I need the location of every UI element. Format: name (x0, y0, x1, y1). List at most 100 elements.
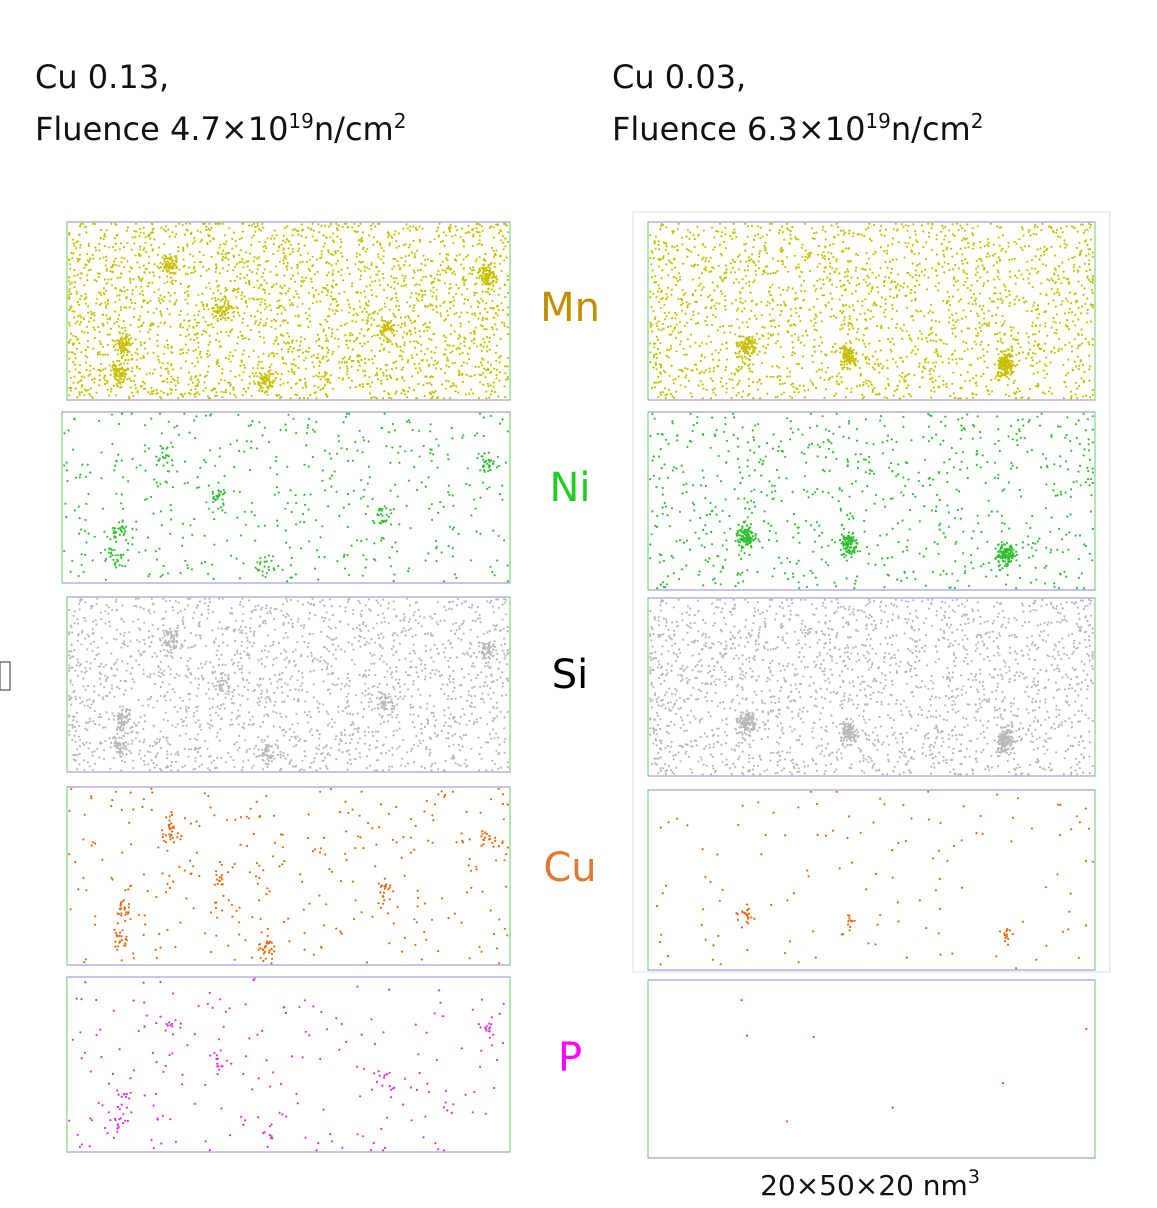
atom-dot (448, 380, 450, 382)
atom-dot (238, 374, 240, 376)
atom-dot (969, 380, 971, 382)
atom-dot (298, 316, 300, 318)
atom-dot (1086, 298, 1088, 300)
atom-dot (203, 308, 205, 310)
atom-dot (480, 298, 482, 300)
atom-dot (843, 323, 845, 325)
atom-dot (466, 311, 468, 313)
atom-dot (99, 331, 101, 333)
atom-dot (892, 338, 894, 340)
atom-dot (287, 381, 289, 383)
atom-dot (906, 295, 908, 297)
atom-dot (878, 275, 880, 277)
atom-dot (328, 226, 330, 228)
atom-dot (960, 298, 962, 300)
atom-dot (215, 315, 217, 317)
atom-dot (753, 350, 755, 352)
atom-dot (757, 233, 759, 235)
atom-dot (719, 223, 721, 225)
atom-dot (931, 332, 933, 334)
atom-dot (983, 312, 985, 314)
atom-dot (496, 369, 498, 371)
atom-dot (767, 332, 769, 334)
atom-dot (411, 354, 413, 356)
atom-dot (202, 316, 204, 318)
atom-dot (405, 255, 407, 257)
atom-dot (449, 269, 451, 271)
atom-dot (419, 335, 421, 337)
atom-dot (445, 272, 447, 274)
atom-dot (728, 325, 730, 327)
atom-dot (1003, 353, 1005, 355)
atom-dot (855, 270, 857, 272)
atom-dot (213, 310, 215, 312)
atom-dot (772, 308, 774, 310)
atom-dot (698, 285, 700, 287)
atom-dot (281, 244, 283, 246)
atom-dot (243, 349, 245, 351)
atom-dot (233, 256, 235, 258)
atom-dot (1048, 279, 1050, 281)
atom-dot (223, 391, 225, 393)
atom-dot (688, 249, 690, 251)
atom-dot (720, 235, 722, 237)
atom-dot (413, 304, 415, 306)
atom-dot (171, 389, 173, 391)
atom-dot (1037, 271, 1039, 273)
atom-dot (368, 359, 370, 361)
atom-dot (1011, 347, 1013, 349)
atom-dot (75, 357, 77, 359)
atom-dot (884, 316, 886, 318)
atom-dot (262, 288, 264, 290)
atom-dot (404, 275, 406, 277)
atom-dot (282, 383, 284, 385)
atom-dot (422, 255, 424, 257)
atom-dot (798, 336, 800, 338)
atom-dot (670, 325, 672, 327)
atom-dot (140, 279, 142, 281)
atom-dot (895, 287, 897, 289)
atom-dot (764, 245, 766, 247)
atom-dot (123, 266, 125, 268)
atom-dot (750, 300, 752, 302)
atom-dot (116, 295, 118, 297)
atom-dot (665, 226, 667, 228)
atom-dot (232, 355, 234, 357)
atom-dot (418, 293, 420, 295)
atom-dot (687, 368, 689, 370)
atom-dot (481, 225, 483, 227)
atom-dot (845, 304, 847, 306)
atom-dot (122, 381, 124, 383)
atom-dot (235, 396, 237, 398)
atom-dot (356, 256, 358, 258)
atom-dot (79, 394, 81, 396)
atom-dot (123, 246, 125, 248)
atom-dot (312, 375, 314, 377)
atom-dot (105, 304, 107, 306)
atom-dot (222, 316, 224, 318)
atom-dot (260, 230, 262, 232)
atom-dot (1055, 322, 1057, 324)
atom-dot (705, 369, 707, 371)
atom-dot (935, 334, 937, 336)
atom-dot (954, 397, 956, 399)
atom-dot (222, 223, 224, 225)
atom-dot (931, 249, 933, 251)
atom-dot (834, 343, 836, 345)
atom-dot (825, 371, 827, 373)
atom-dot (868, 292, 870, 294)
atom-dot (479, 256, 481, 258)
atom-dot (381, 308, 383, 310)
atom-dot (701, 272, 703, 274)
atom-dot (81, 330, 83, 332)
atom-dot (170, 294, 172, 296)
atom-dot (756, 333, 758, 335)
atom-dot (745, 275, 747, 277)
atom-dot (980, 276, 982, 278)
atom-dot (300, 285, 302, 287)
atom-dot (891, 318, 893, 320)
atom-dot (654, 242, 656, 244)
atom-dot (140, 357, 142, 359)
atom-dot (978, 322, 980, 324)
atom-dot (148, 255, 150, 257)
